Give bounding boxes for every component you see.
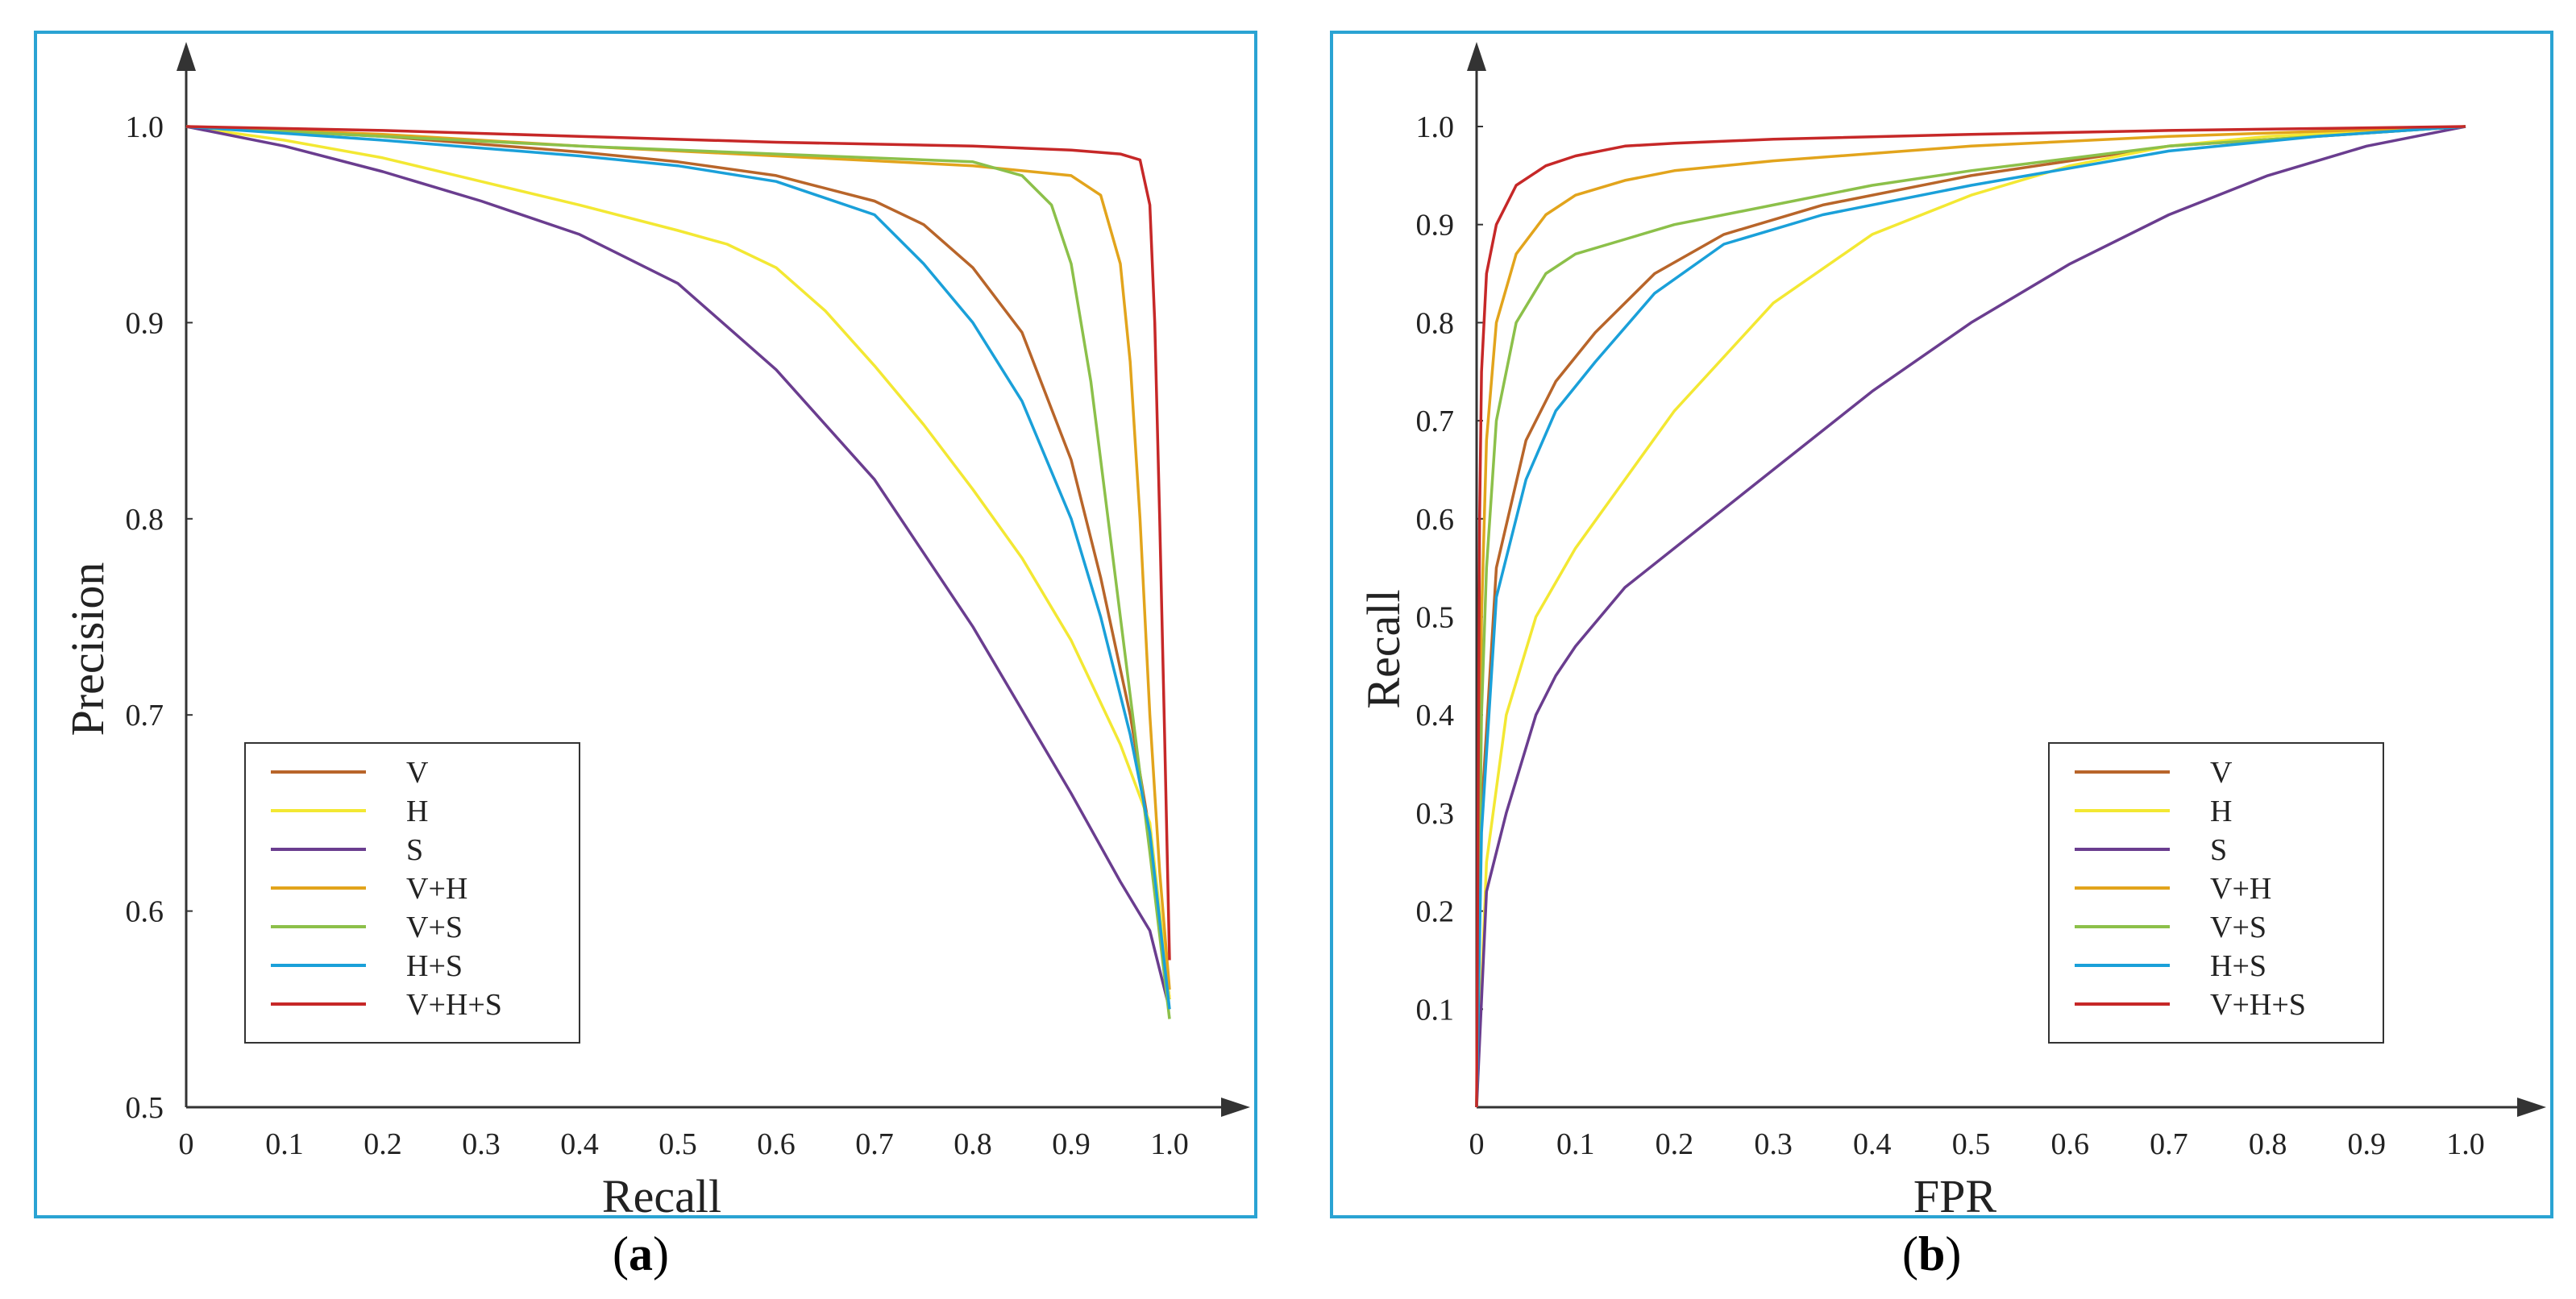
x-tick-label: 0.7 [2150, 1127, 2188, 1161]
legend-box [244, 742, 580, 1044]
series-line-v-h-s [1475, 125, 2466, 1108]
y-tick-label: 0.5 [126, 1091, 164, 1125]
caption-b: (b) [1902, 1226, 1961, 1282]
caption-open: ( [1902, 1227, 1918, 1280]
legend-label: V+H [2210, 872, 2271, 906]
legend-label: V+H+S [406, 988, 502, 1022]
series-line-h [185, 125, 1171, 1000]
roc-chart: 0 0.1 0.2 0.3 0.4 0.5 0.6 0.7 0.8 0.9 1.0 0.1 0.2 0.3… [1357, 42, 2546, 1215]
y-tick-label: 0.5 [1416, 601, 1455, 635]
legend-box [2048, 742, 2384, 1044]
legend-label: V+H+S [2210, 988, 2306, 1022]
y-axis-label: Recall [1357, 589, 1410, 708]
chart-panel-a: 0 0.1 0.2 0.3 0.4 0.5 0.6 0.7 0.8 0.9 1.0 0.5 0.6 0.7… [34, 31, 1257, 1218]
x-tick-label: 0.5 [659, 1127, 697, 1161]
series-line-v-s [1475, 125, 2466, 1108]
y-axis-arrow [177, 42, 196, 71]
legend-label: S [2210, 833, 2227, 867]
x-tick-label: 0.1 [1556, 1127, 1595, 1161]
x-tick-label: 0.8 [2249, 1127, 2287, 1161]
legend-label: V+S [2210, 911, 2266, 944]
series-line-h-s [185, 125, 1171, 1010]
legend-label: H+S [2210, 949, 2266, 983]
y-tick-label: 0.6 [126, 895, 164, 929]
legend-label: H [406, 795, 428, 828]
x-axis-label: FPR [1913, 1170, 1997, 1215]
series-line-s [185, 125, 1171, 1010]
x-tick-label: 0.2 [364, 1127, 402, 1161]
y-tick-label: 0.7 [126, 699, 164, 733]
y-tick-label: 0.2 [1416, 895, 1455, 929]
x-tick-label: 0 [179, 1127, 194, 1161]
y-axis-arrow [1467, 42, 1486, 71]
caption-a: (a) [613, 1226, 669, 1282]
y-tick-label: 0.1 [1416, 993, 1455, 1027]
caption-close: ) [1945, 1227, 1962, 1280]
legend-label: V [406, 756, 429, 790]
x-tick-label: 0.4 [1853, 1127, 1892, 1161]
y-tick-label: 0.9 [1416, 209, 1455, 243]
x-tick-label: 0.3 [1754, 1127, 1793, 1161]
caption-letter: b [1917, 1227, 1946, 1280]
caption-close: ) [652, 1227, 669, 1280]
series-line-v-s [185, 125, 1171, 1019]
y-tick-label: 0.8 [126, 503, 164, 537]
series-line-h [1475, 125, 2466, 1108]
x-tick-label: 0.4 [560, 1127, 599, 1161]
series-line-s [1475, 125, 2466, 1108]
x-tick-label: 0.9 [1052, 1127, 1091, 1161]
x-axis-arrow [1221, 1098, 1250, 1117]
legend-label: H+S [406, 949, 463, 983]
x-tick-label: 0.8 [954, 1127, 992, 1161]
y-tick-label: 0.7 [1416, 405, 1455, 438]
legend-label: V+H [406, 872, 467, 906]
series-line-v-h [1475, 125, 2466, 1108]
legend-label: V [2210, 756, 2233, 790]
x-tick-label: 0 [1469, 1127, 1485, 1161]
caption-letter: a [628, 1227, 653, 1280]
x-tick-label: 0.2 [1656, 1127, 1694, 1161]
y-tick-label: 1.0 [126, 110, 164, 144]
x-tick-label: 0.3 [462, 1127, 501, 1161]
y-tick-label: 0.9 [126, 306, 164, 340]
y-tick-label: 0.8 [1416, 306, 1455, 340]
x-tick-label: 1.0 [2446, 1127, 2485, 1161]
y-axis-label: Precision [61, 562, 114, 737]
x-tick-label: 0.6 [757, 1127, 796, 1161]
caption-open: ( [613, 1227, 629, 1280]
x-axis-arrow [2517, 1098, 2546, 1117]
x-tick-label: 0.6 [2050, 1127, 2089, 1161]
x-tick-label: 0.1 [265, 1127, 304, 1161]
y-tick-label: 0.3 [1416, 797, 1455, 831]
chart-panel-b: 0 0.1 0.2 0.3 0.4 0.5 0.6 0.7 0.8 0.9 1.0 0.1 0.2 0.3… [1330, 31, 2553, 1218]
x-tick-label: 1.0 [1150, 1127, 1189, 1161]
y-tick-label: 1.0 [1416, 110, 1455, 144]
x-axis-label: Recall [602, 1170, 721, 1215]
series-line-h-s [1475, 125, 2466, 1108]
x-tick-label: 0.9 [2348, 1127, 2387, 1161]
legend-label: V+S [406, 911, 463, 944]
series-line-v-h-s [185, 125, 1171, 961]
y-tick-label: 0.4 [1416, 699, 1455, 733]
precision-recall-chart: 0 0.1 0.2 0.3 0.4 0.5 0.6 0.7 0.8 0.9 1.0 0.5 0.6 0.7… [61, 42, 1250, 1215]
y-tick-label: 0.6 [1416, 503, 1455, 537]
legend-label: S [406, 833, 423, 867]
legend-label: H [2210, 795, 2232, 828]
x-tick-label: 0.7 [855, 1127, 894, 1161]
series-line-v [185, 125, 1171, 1000]
x-tick-label: 0.5 [1952, 1127, 1991, 1161]
